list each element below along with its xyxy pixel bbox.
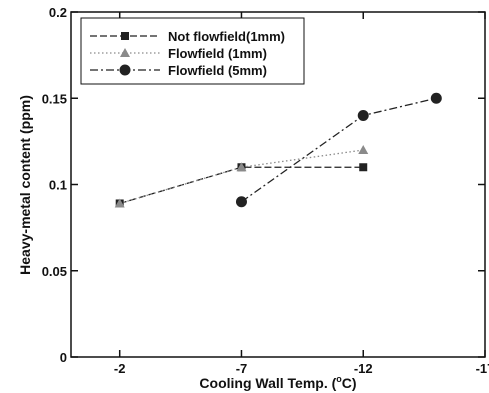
data-point <box>114 198 125 208</box>
x-tick-label: -2 <box>114 361 126 376</box>
legend-marker <box>119 64 131 76</box>
x-axis-title-unit: C) <box>342 375 357 391</box>
legend-marker <box>121 32 129 40</box>
data-point <box>357 110 369 121</box>
data-point <box>359 163 368 172</box>
legend-label: Flowfield (1mm) <box>168 46 267 61</box>
data-point <box>430 92 442 104</box>
legend-label: Flowfield (5mm) <box>168 63 267 78</box>
y-tick-label: 0.05 <box>42 264 67 279</box>
data-point <box>358 145 369 154</box>
legend-box <box>80 17 305 85</box>
x-tick-label: -17 <box>476 361 489 376</box>
series-layer <box>114 92 442 208</box>
series-line <box>119 166 364 205</box>
y-tick-label: 0.15 <box>42 91 67 106</box>
series-2 <box>114 145 369 208</box>
legend-marker <box>120 48 130 57</box>
ticks-layer: 0 0.05 0.1 0.15 0.2 -2 -7 -12 -17 <box>42 5 489 376</box>
x-tick-label: -12 <box>354 361 373 376</box>
x-axis-title: Cooling Wall Temp. (oC) <box>199 374 356 391</box>
legend-label: Not flowfield(1mm) <box>168 29 285 44</box>
x-axis-title-degree: o <box>336 374 342 384</box>
data-point <box>235 196 247 208</box>
legend: Not flowfield(1mm) Flowfield (1mm) Flowfie… <box>80 17 305 85</box>
y-tick-label: 0.2 <box>49 5 67 20</box>
y-tick-label: 0.1 <box>49 178 67 193</box>
legend-items: Not flowfield(1mm) Flowfield (1mm) Flowfie… <box>90 29 285 78</box>
y-tick-label: 0 <box>60 350 67 365</box>
y-axis-title: Heavy-metal content (ppm) <box>17 95 33 275</box>
series-line <box>119 149 364 205</box>
series-line <box>241 97 437 203</box>
series-3 <box>235 92 442 208</box>
legend-item: Not flowfield(1mm) <box>90 29 285 44</box>
x-tick-label: -7 <box>236 361 248 376</box>
legend-item: Flowfield (1mm) <box>90 46 267 61</box>
x-axis-title-main: Cooling Wall Temp. ( <box>199 375 336 391</box>
data-point <box>236 162 247 172</box>
legend-item: Flowfield (5mm) <box>90 63 267 78</box>
